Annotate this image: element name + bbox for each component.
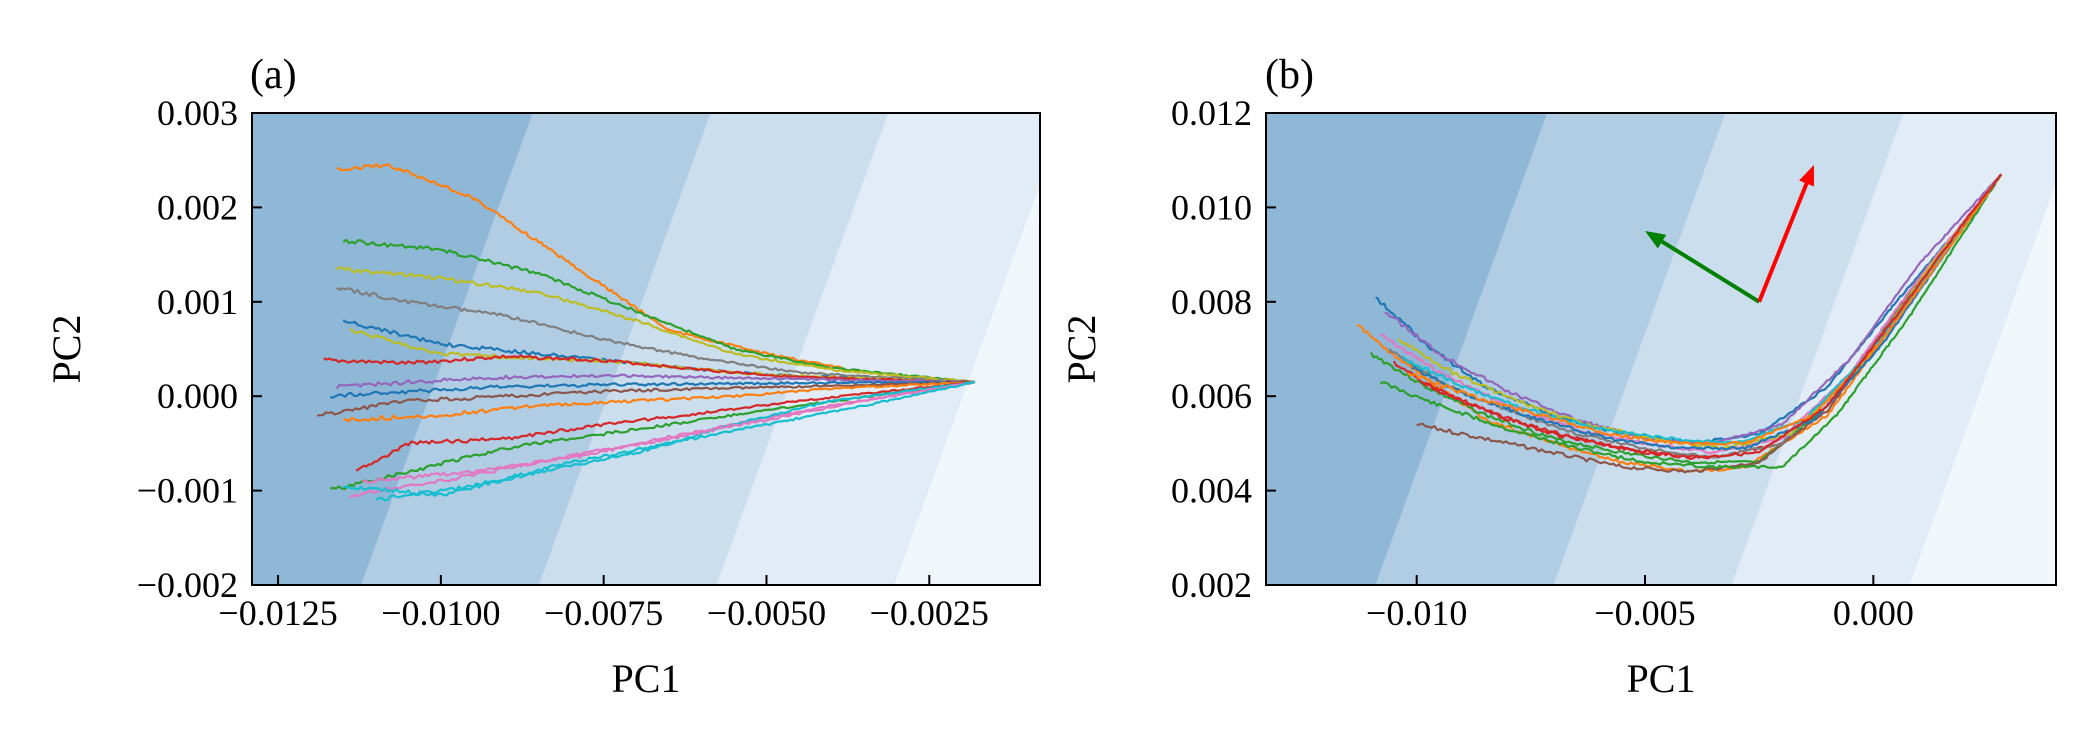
panel-a-contour-band-2 [538,113,890,585]
panel-a: −0.0125 −0.0100 −0.0075 −0.0050 −0.0025 −0.00… [44,52,1041,701]
panel-a-x-tick-label: −0.0075 [544,593,663,633]
panel-a-series-line-11 [343,380,975,423]
panel-b-y-tick-label: 0.002 [1171,565,1252,605]
panel-b-series-line-14 [1420,173,2003,461]
panel-b-y-tick-label: 0.008 [1171,282,1252,322]
red-arrow-shaft [1757,182,1809,303]
panel-b-y-tick-label: 0.004 [1171,471,1252,511]
panel-b-contour-band-3 [1731,113,2056,585]
panel-b-x-axis-label: PC1 [1627,656,1696,701]
panel-b-x-tick-label: −0.010 [1366,593,1467,633]
panel-a-series-line-10 [317,380,975,417]
red-arrow-head [1799,164,1814,187]
panel-b-y-tick-label: 0.012 [1171,93,1252,133]
panel-b-x-tick-label: 0.000 [1833,593,1914,633]
panel-a-contour-band-1 [361,113,712,585]
panel-a-x-axis-label: PC1 [612,656,681,701]
panel-a-y-tick-label: −0.002 [137,565,238,605]
panel-a-y-tick-label: −0.001 [137,471,238,511]
panel-b-series-line-13 [1406,173,2003,446]
panel-a-ticks: −0.0125 −0.0100 −0.0075 −0.0050 −0.0025 −0.00… [137,93,989,633]
panel-a-y-tick-label: 0.002 [157,187,238,227]
panel-b-y-tick-label: 0.006 [1171,376,1252,416]
panel-a-series-line-3 [335,266,975,384]
panel-a-x-tick-label: −0.0025 [870,593,989,633]
panel-a-contour-band-0 [252,113,534,585]
panel-a-x-tick-label: −0.0050 [707,593,826,633]
panel-b-contour-band-1 [1375,113,1727,585]
panel-b-contour-band-0 [1266,113,1549,585]
panel-b: −0.010 −0.005 0.000 0.002 0.004 0.006 0.008 0.0… [1059,52,2100,701]
panel-b-y-tick-label: 0.010 [1171,187,1252,227]
panel-b-axes-frame [1265,112,2057,586]
panel-a-series-line-16 [362,380,976,484]
panel-b-x-tick-label: −0.005 [1594,593,1695,633]
panel-b-contour-band-2 [1553,113,1905,585]
panel-a-series-line-17 [375,380,975,502]
panel-b-series-lines [1356,173,2003,474]
panel-a-series-line-8 [335,373,975,390]
panel-b-contour-band-5 [2088,113,2100,585]
panel-a-y-tick-label: 0.001 [157,282,238,322]
panel-a-series-line-12 [355,380,976,472]
panel-a-contour-band-3 [716,113,1040,585]
panel-a-y-axis-label: PC2 [44,315,89,384]
panel-b-label: (b) [1265,52,1314,98]
green-arrow-shaft [1660,239,1761,304]
panel-b-contour-band-4 [1909,183,2056,585]
panel-a-y-tick-label: 0.003 [157,93,238,133]
panel-b-series-line-11 [1379,173,2003,470]
panel-b-background-contours [1266,113,2100,585]
green-arrow-head [1645,231,1667,249]
panel-a-series-line-7 [323,354,975,384]
panel-b-y-axis-label: PC2 [1059,315,1104,384]
panel-a-axes-frame [251,112,1041,586]
panel-a-y-tick-label: 0.000 [157,376,238,416]
panel-a-label: (a) [250,52,297,98]
panel-a-x-tick-label: −0.0125 [218,593,337,633]
panel-a-series-line-4 [336,286,976,384]
panel-b-ticks: −0.010 −0.005 0.000 0.002 0.004 0.006 0.008 0.0… [1171,93,1914,633]
panel-a-series-line-9 [329,380,975,399]
panel-b-arrows [1645,164,1814,304]
panel-a-x-tick-label: −0.0100 [381,593,500,633]
panel-a-series-lines [317,162,976,502]
panel-b-series-line-5 [1384,173,2003,446]
